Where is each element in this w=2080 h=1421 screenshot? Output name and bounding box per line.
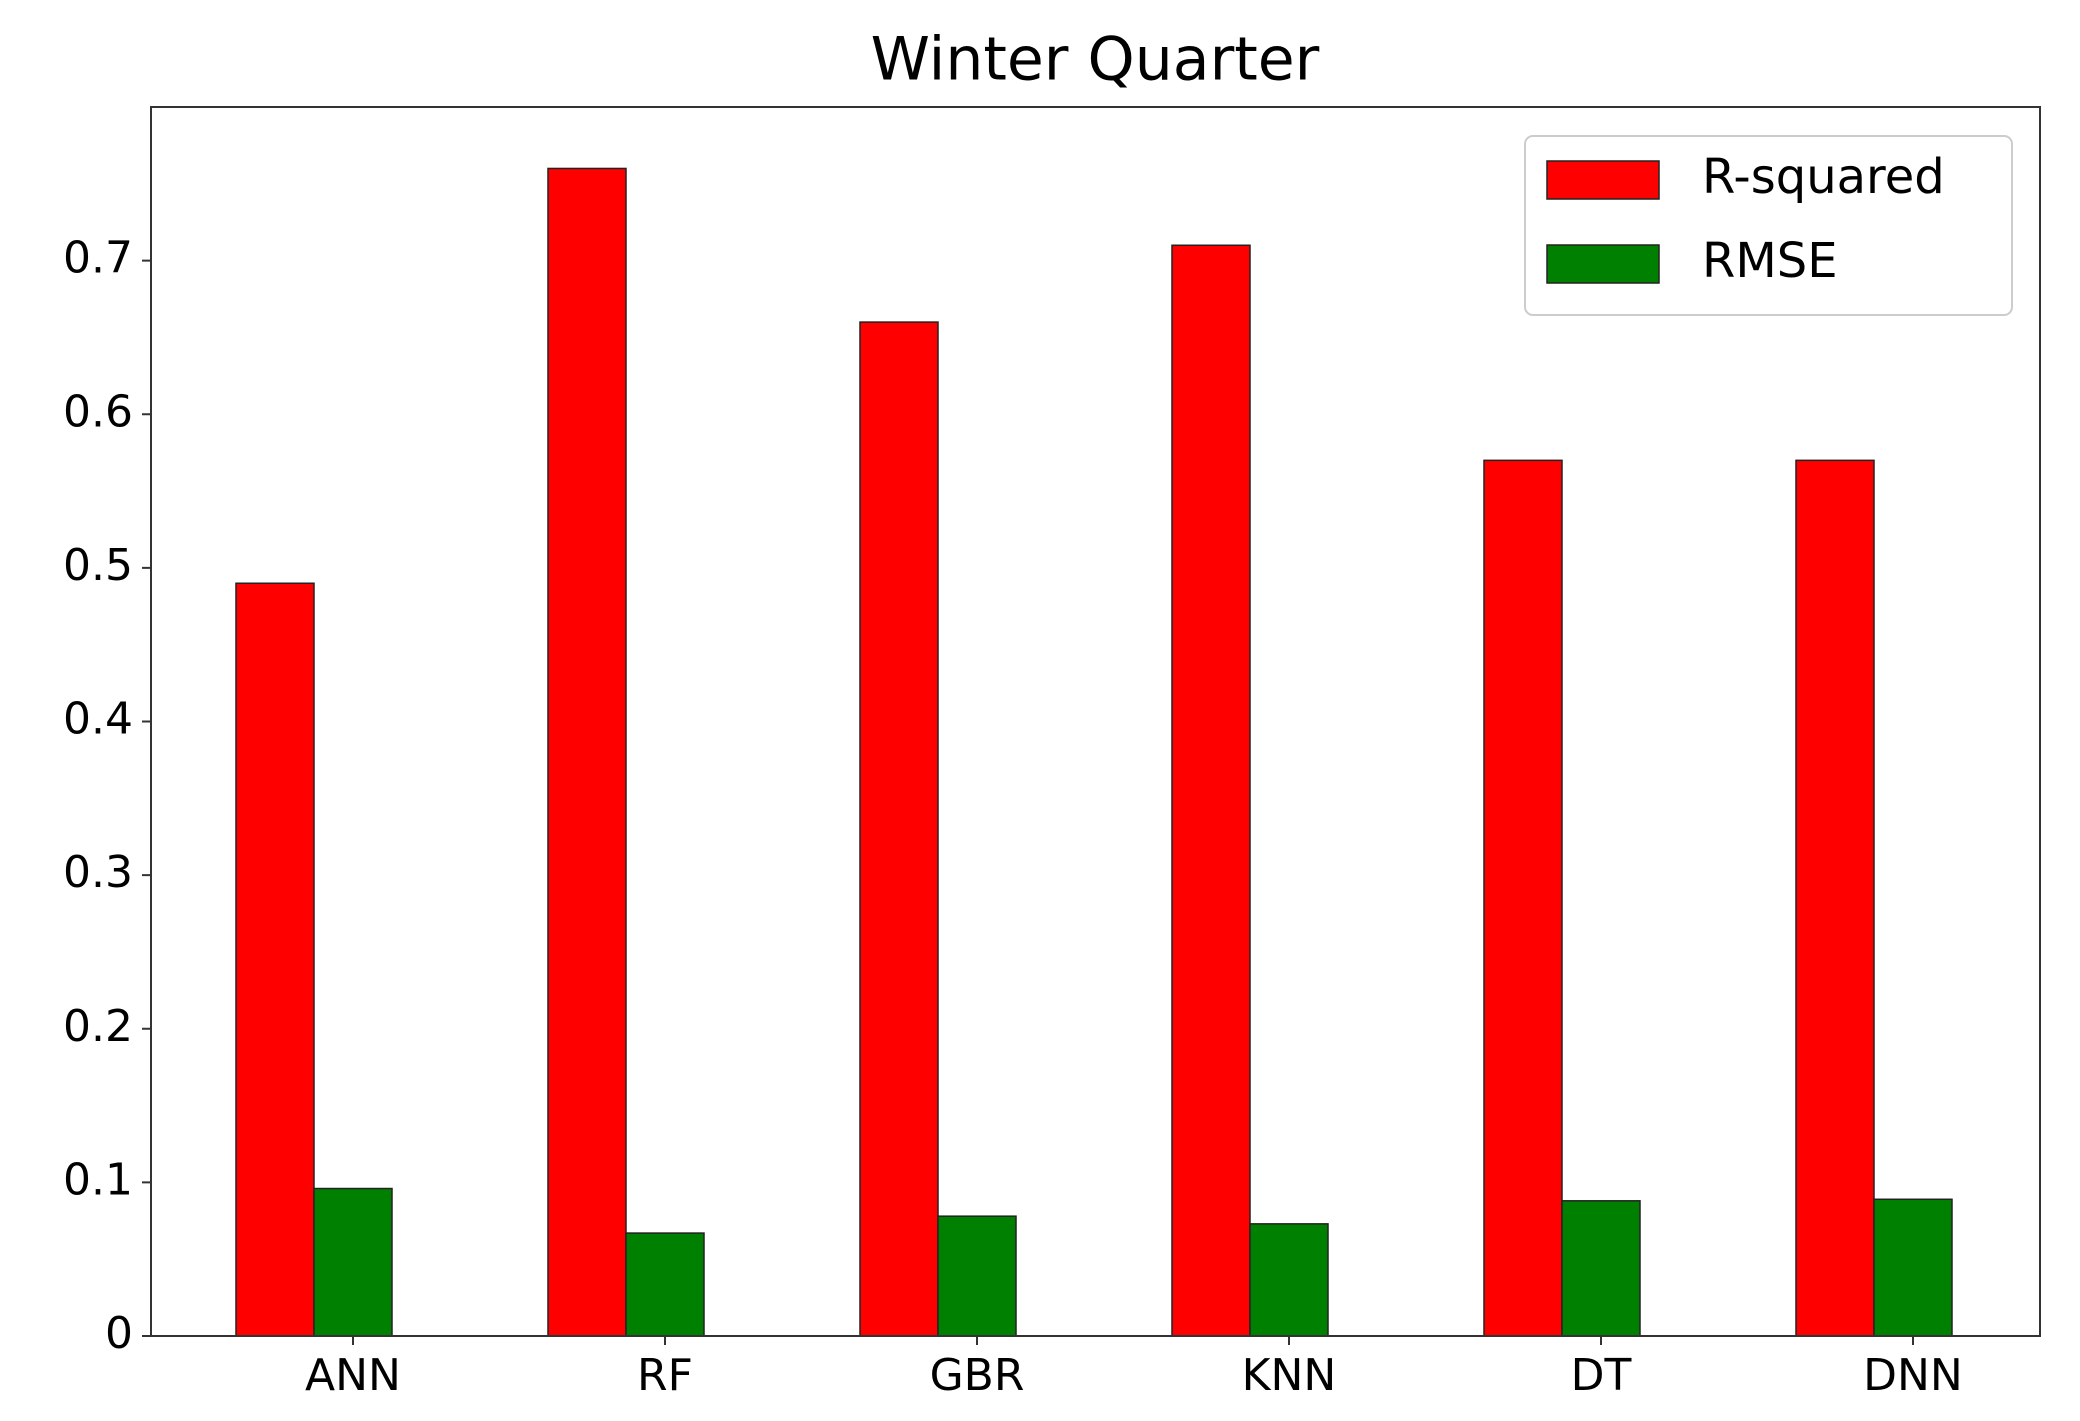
x-tick-label: DT [1571,1350,1632,1401]
bar [1561,1200,1641,1337]
bar [859,321,939,1337]
x-tick-label: GBR [930,1350,1025,1401]
bar [547,167,627,1337]
y-tick-label: 0.1 [63,1154,133,1205]
bar [1873,1198,1953,1337]
legend-label: RMSE [1702,233,1838,289]
bar [235,582,315,1337]
bar [313,1187,393,1337]
x-tick-label: RF [637,1350,693,1401]
y-tick-label: 0.4 [63,694,133,745]
bar [1795,459,1875,1337]
y-tick-label: 0.2 [63,1001,133,1052]
x-tick-label: KNN [1242,1350,1337,1401]
legend-swatch [1546,160,1660,200]
bar [1249,1223,1329,1337]
y-tick-label: 0 [105,1308,133,1359]
x-tick-label: DNN [1863,1350,1963,1401]
bar [937,1215,1017,1337]
bar [1171,244,1251,1337]
y-tick-label: 0.5 [63,540,133,591]
legend-label: R-squared [1702,149,1945,205]
y-tick-label: 0.7 [63,233,133,284]
y-tick-label: 0.3 [63,847,133,898]
chart-title: Winter Quarter [871,25,1320,95]
bar [625,1232,705,1337]
bar [1483,459,1563,1337]
y-tick-label: 0.6 [63,386,133,437]
plot-frame [150,106,2041,1337]
x-tick-label: ANN [305,1350,401,1401]
legend-swatch [1546,244,1660,284]
